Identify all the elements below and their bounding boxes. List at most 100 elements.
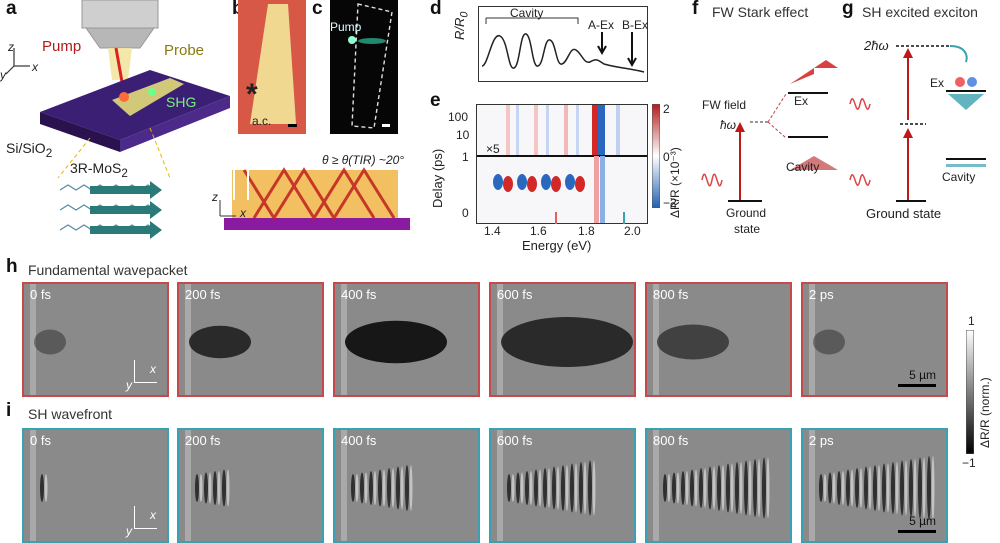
frame-image	[647, 284, 790, 395]
panel-a-label: a	[6, 0, 17, 19]
b-ex-label: B-Ex	[622, 18, 649, 32]
gray-cbar-bottom: −1	[962, 456, 976, 470]
times5-label: ×5	[486, 142, 500, 156]
frame-time-label: 2 ps	[809, 433, 834, 448]
frame-axes-icon	[134, 506, 157, 529]
g-ground-label: Ground state	[866, 206, 942, 221]
cbar-label: ΔR/R (×10⁻³)	[668, 147, 682, 218]
e-colorbar	[652, 104, 660, 208]
frame-image	[491, 430, 634, 541]
frame-time-label: 0 fs	[30, 433, 51, 448]
shg-label: SHG	[166, 94, 197, 110]
i-frame: 200 fs	[177, 428, 324, 543]
panel-h-title: Fundamental wavepacket	[28, 262, 188, 278]
cross-x-label: x	[240, 206, 246, 220]
two-hw-label: 2ħω	[864, 38, 889, 53]
e-xtick-1-6: 1.6	[530, 224, 547, 238]
pump-label: Pump	[42, 38, 82, 55]
fw-field-label: FW field	[702, 98, 747, 112]
panel-b-microscope-image	[238, 0, 306, 134]
stark-effect-diagram	[701, 60, 838, 202]
frame-image	[24, 284, 167, 395]
f-hw-label: ħω	[720, 118, 737, 132]
i-frame: 2 ps 5 µm	[801, 428, 948, 543]
frame-axis-y-label: y	[126, 524, 132, 538]
panel-c-shg-image	[330, 0, 398, 134]
panel-g-label: g	[842, 0, 854, 19]
scale-bar	[898, 530, 936, 533]
sh-exciton-diagram	[849, 45, 986, 202]
substrate-label: Si/SiO2	[6, 140, 53, 160]
frame-axis-y-label: y	[126, 378, 132, 392]
g-ex-label: Ex	[930, 76, 945, 90]
frame-image	[335, 430, 478, 541]
cbar-top: 2	[663, 102, 670, 116]
transient-map-plot	[476, 104, 648, 224]
frame-image	[335, 284, 478, 395]
frame-time-label: 200 fs	[185, 287, 221, 302]
axis-y-label: y	[0, 68, 6, 82]
material-label: 3R-MoS2	[70, 160, 128, 180]
h-frame: 0 fs x y	[22, 282, 169, 397]
frame-time-label: 2 ps	[809, 287, 834, 302]
i-frame: 600 fs	[489, 428, 636, 543]
probe-label: Probe	[164, 42, 205, 59]
h-frame: 200 fs	[177, 282, 324, 397]
scale-bar	[898, 384, 936, 387]
h-frame: 400 fs	[333, 282, 480, 397]
frame-time-label: 600 fs	[497, 433, 533, 448]
frame-image	[803, 430, 946, 541]
tir-cross-section	[219, 144, 410, 230]
e-ytick-1: 1	[462, 150, 469, 164]
e-xtick-1-8: 1.8	[578, 224, 595, 238]
cbar-bot: −2	[663, 196, 677, 210]
e-ytick-100: 100	[448, 110, 469, 124]
frame-axis-x-label: x	[150, 508, 156, 522]
frame-image	[24, 430, 167, 541]
f-state-label: state	[734, 222, 761, 236]
f-ex-label: Ex	[794, 94, 809, 108]
a-ex-label: A-Ex	[588, 18, 615, 32]
frame-time-label: 800 fs	[653, 433, 689, 448]
frame-time-label: 0 fs	[30, 287, 51, 302]
i-frame: 800 fs	[645, 428, 792, 543]
e-xtick-1-4: 1.4	[484, 224, 501, 238]
reflectance-spectrum-plot	[478, 6, 648, 82]
cbar-mid: 0	[663, 150, 670, 164]
frame-time-label: 600 fs	[497, 287, 533, 302]
frame-axes-icon	[134, 360, 157, 383]
c-pump-label: Pump	[330, 20, 362, 34]
gray-cbar-top: 1	[968, 314, 975, 328]
panel-a-illustration	[5, 0, 230, 239]
e-ytick-0: 0	[462, 206, 469, 220]
scale-bar-label: 5 µm	[909, 514, 936, 528]
axis-z-label: z	[8, 40, 14, 54]
g-cavity-label: Cavity	[942, 170, 976, 184]
frame-image	[179, 284, 322, 395]
h-frame: 600 fs	[489, 282, 636, 397]
frame-time-label: 200 fs	[185, 433, 221, 448]
panel-f-title: FW Stark effect	[712, 4, 809, 20]
panel-e-label: e	[430, 90, 441, 111]
panel-i-title: SH wavefront	[28, 406, 113, 422]
panel-f-label: f	[692, 0, 699, 19]
e-ytick-10: 10	[456, 128, 470, 142]
frame-image	[179, 430, 322, 541]
panel-h-label: h	[6, 256, 18, 277]
f-ground-label: Ground	[726, 206, 767, 220]
panel-d-label: d	[430, 0, 442, 19]
panel-c-label: c	[312, 0, 323, 19]
i-frame: 400 fs	[333, 428, 480, 543]
cross-z-label: z	[212, 190, 218, 204]
frame-time-label: 800 fs	[653, 287, 689, 302]
frame-time-label: 400 fs	[341, 287, 377, 302]
frame-axis-x-label: x	[150, 362, 156, 376]
ac-label: a.c.	[252, 114, 272, 128]
panel-i-label: i	[6, 400, 12, 421]
gray-colorbar	[966, 330, 974, 454]
i-frame: 0 fs x y	[22, 428, 169, 543]
tir-angle-label: θ ≥ θ(TIR) ~20°	[322, 153, 405, 167]
frame-image	[803, 284, 946, 395]
axis-x-label: x	[32, 60, 38, 74]
h-frame: 800 fs	[645, 282, 792, 397]
